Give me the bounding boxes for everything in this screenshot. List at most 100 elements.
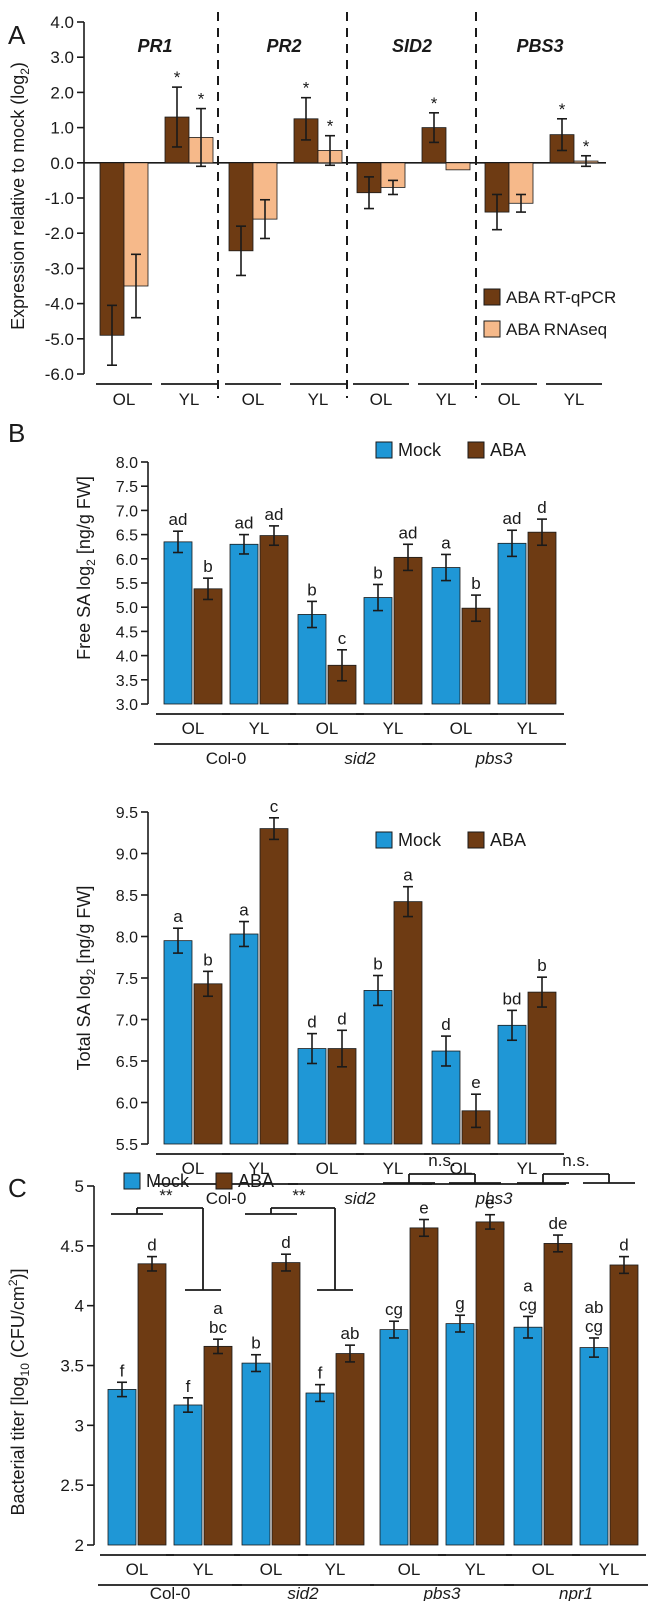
significance-letter: b bbox=[471, 574, 480, 593]
bar bbox=[475, 1221, 505, 1546]
significance-letter: g bbox=[455, 1294, 464, 1313]
significance-letter: bc bbox=[209, 1318, 227, 1337]
y-tick-label: 4.0 bbox=[50, 13, 74, 32]
significance-letter: b bbox=[537, 956, 546, 975]
panel-c-bacterial-titer-chart: 54.543.532.52fdOLfabcYLCol-0**bdOLfabYLs… bbox=[60, 1151, 648, 1601]
gene-name: SID2 bbox=[392, 36, 432, 56]
category-label: YL bbox=[308, 390, 329, 409]
panel-a-letter: A bbox=[8, 20, 26, 50]
legend-swatch bbox=[483, 320, 501, 338]
category-label: YL bbox=[325, 1560, 346, 1579]
significance-star: * bbox=[174, 68, 181, 87]
significance-letter: ad bbox=[399, 523, 418, 542]
significance-letter: ad bbox=[503, 509, 522, 528]
significance-star: * bbox=[583, 137, 590, 156]
significance-letter: b bbox=[373, 563, 382, 582]
comparison-label: n.s. bbox=[562, 1151, 589, 1170]
comparison-label: ** bbox=[159, 1186, 173, 1205]
genotype-label: sid2 bbox=[344, 749, 376, 768]
y-tick-label: 7.5 bbox=[116, 971, 138, 988]
category-label: YL bbox=[193, 1560, 214, 1579]
bar bbox=[137, 1263, 167, 1546]
y-tick-label: -5.0 bbox=[45, 330, 74, 349]
category-label: OL bbox=[316, 1159, 339, 1178]
category-label: OL bbox=[370, 390, 393, 409]
bar bbox=[297, 1048, 327, 1145]
significance-letter: ad bbox=[169, 510, 188, 529]
bar bbox=[363, 990, 393, 1145]
significance-letter: cg bbox=[585, 1317, 603, 1336]
y-tick-label: -2.0 bbox=[45, 224, 74, 243]
significance-letter: cg bbox=[385, 1300, 403, 1319]
y-tick-label: 6.0 bbox=[116, 552, 138, 569]
significance-letter: ad bbox=[265, 505, 284, 524]
legend-label: Mock bbox=[146, 1171, 190, 1191]
y-tick-label: 6.5 bbox=[116, 528, 138, 545]
significance-letter: d bbox=[337, 1009, 346, 1028]
significance-letter: e bbox=[419, 1199, 428, 1218]
bar bbox=[497, 542, 527, 705]
significance-letter: e bbox=[485, 1194, 494, 1213]
genotype-label: Col-0 bbox=[150, 1584, 191, 1601]
y-tick-label: 8.0 bbox=[116, 455, 138, 472]
bar bbox=[363, 597, 393, 705]
bar bbox=[193, 588, 223, 705]
comparison-label: n.s. bbox=[428, 1151, 455, 1170]
y-tick-label: 5.0 bbox=[116, 600, 138, 617]
category-label: YL bbox=[465, 1560, 486, 1579]
category-label: YL bbox=[383, 1159, 404, 1178]
y-tick-label: 7.0 bbox=[116, 503, 138, 520]
y-tick-label: 5 bbox=[75, 1177, 84, 1196]
significance-letter: e bbox=[471, 1073, 480, 1092]
y-tick-label: 3.0 bbox=[50, 48, 74, 67]
significance-letter: b bbox=[373, 955, 382, 974]
y-tick-label: -6.0 bbox=[45, 365, 74, 384]
legend-swatch bbox=[483, 288, 501, 306]
bar bbox=[513, 1326, 543, 1546]
y-tick-label: 3.0 bbox=[116, 697, 138, 714]
category-label: OL bbox=[260, 1560, 283, 1579]
gene-name: PR1 bbox=[137, 36, 172, 56]
legend-label: ABA bbox=[490, 830, 526, 850]
legend-swatch bbox=[375, 441, 393, 459]
significance-letter: d bbox=[307, 1013, 316, 1032]
significance-letter: b bbox=[251, 1334, 260, 1353]
significance-star: * bbox=[198, 90, 205, 109]
bar bbox=[335, 1353, 365, 1546]
bar bbox=[393, 556, 423, 705]
significance-letter: b bbox=[203, 950, 212, 969]
comparison-label: ** bbox=[292, 1186, 306, 1205]
y-tick-label: 3 bbox=[75, 1416, 84, 1435]
legend-label: ABA RNAseq bbox=[506, 320, 607, 339]
significance-letter: cg bbox=[519, 1295, 537, 1314]
category-label: YL bbox=[517, 1159, 538, 1178]
significance-letter: b bbox=[203, 557, 212, 576]
significance-letter: a bbox=[403, 866, 413, 885]
panel-b-y-axis-label: Free SA log2 [ng/g FW] bbox=[74, 476, 98, 660]
significance-letter: bd bbox=[503, 989, 522, 1008]
genotype-label: sid2 bbox=[344, 1189, 376, 1208]
legend-swatch bbox=[123, 1172, 141, 1190]
category-label: OL bbox=[182, 719, 205, 738]
gene-name: PBS3 bbox=[516, 36, 563, 56]
significance-letter: d bbox=[147, 1236, 156, 1255]
bar bbox=[527, 991, 557, 1145]
gene-name: PR2 bbox=[266, 36, 301, 56]
bar bbox=[203, 1345, 233, 1546]
panel-c-y-axis-label: Bacterial titer [log10 (CFU/cm2)] bbox=[6, 1268, 32, 1515]
y-tick-label: 7.0 bbox=[116, 1013, 138, 1030]
bar bbox=[229, 933, 259, 1145]
category-label: OL bbox=[182, 1159, 205, 1178]
bar bbox=[461, 607, 491, 705]
bar bbox=[305, 1392, 335, 1546]
legend-label: ABA bbox=[238, 1171, 274, 1191]
category-label: YL bbox=[564, 390, 585, 409]
genotype-label: Col-0 bbox=[206, 1189, 247, 1208]
bar bbox=[163, 541, 193, 705]
y-tick-label: -3.0 bbox=[45, 259, 74, 278]
significance-star: * bbox=[327, 117, 334, 136]
bar bbox=[163, 940, 193, 1145]
category-label: OL bbox=[498, 390, 521, 409]
bar bbox=[609, 1264, 639, 1546]
